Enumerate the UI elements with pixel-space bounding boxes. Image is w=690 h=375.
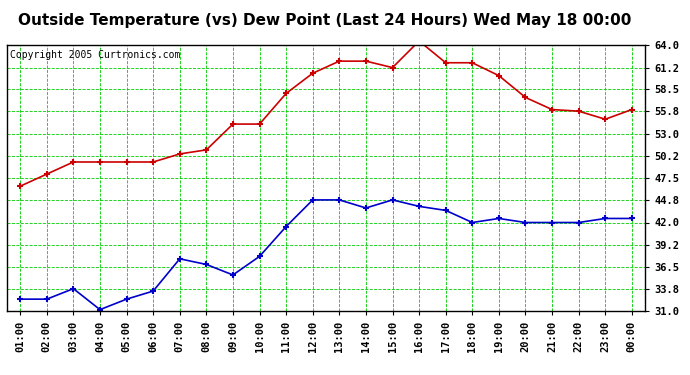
Text: Outside Temperature (vs) Dew Point (Last 24 Hours) Wed May 18 00:00: Outside Temperature (vs) Dew Point (Last…	[18, 13, 631, 28]
Text: Copyright 2005 Curtronics.com: Copyright 2005 Curtronics.com	[10, 50, 181, 60]
